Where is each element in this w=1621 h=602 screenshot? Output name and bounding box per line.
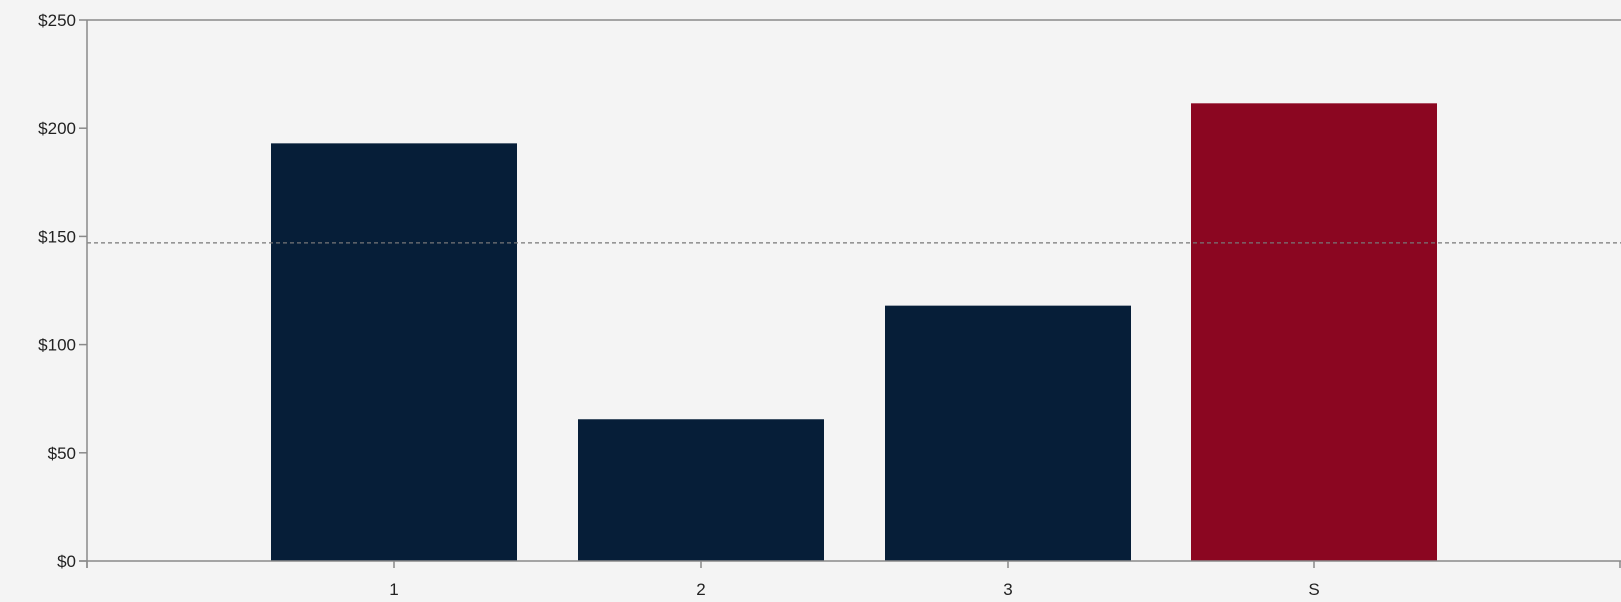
- x-axis-ticks: 1 2 3 S: [86, 561, 1621, 599]
- y-tick-label: $200: [38, 119, 76, 138]
- bar-3: [885, 305, 1131, 561]
- bar-1: [271, 143, 517, 561]
- x-tick-label: 2: [696, 580, 705, 599]
- bar-s: [1191, 103, 1437, 562]
- bar-2: [578, 419, 824, 561]
- y-tick-label: $150: [38, 227, 76, 246]
- y-tick-label: $100: [38, 336, 76, 355]
- y-tick-label: $0: [57, 552, 76, 571]
- x-tick-label: 3: [1003, 580, 1012, 599]
- bars-group: [271, 103, 1437, 562]
- y-tick-label: $250: [38, 11, 76, 30]
- y-tick-label: $50: [48, 444, 76, 463]
- x-tick-label: S: [1308, 580, 1319, 599]
- x-tick-label: 1: [389, 580, 398, 599]
- y-axis-ticks: $0 $50 $100 $150 $200 $250: [38, 11, 1621, 571]
